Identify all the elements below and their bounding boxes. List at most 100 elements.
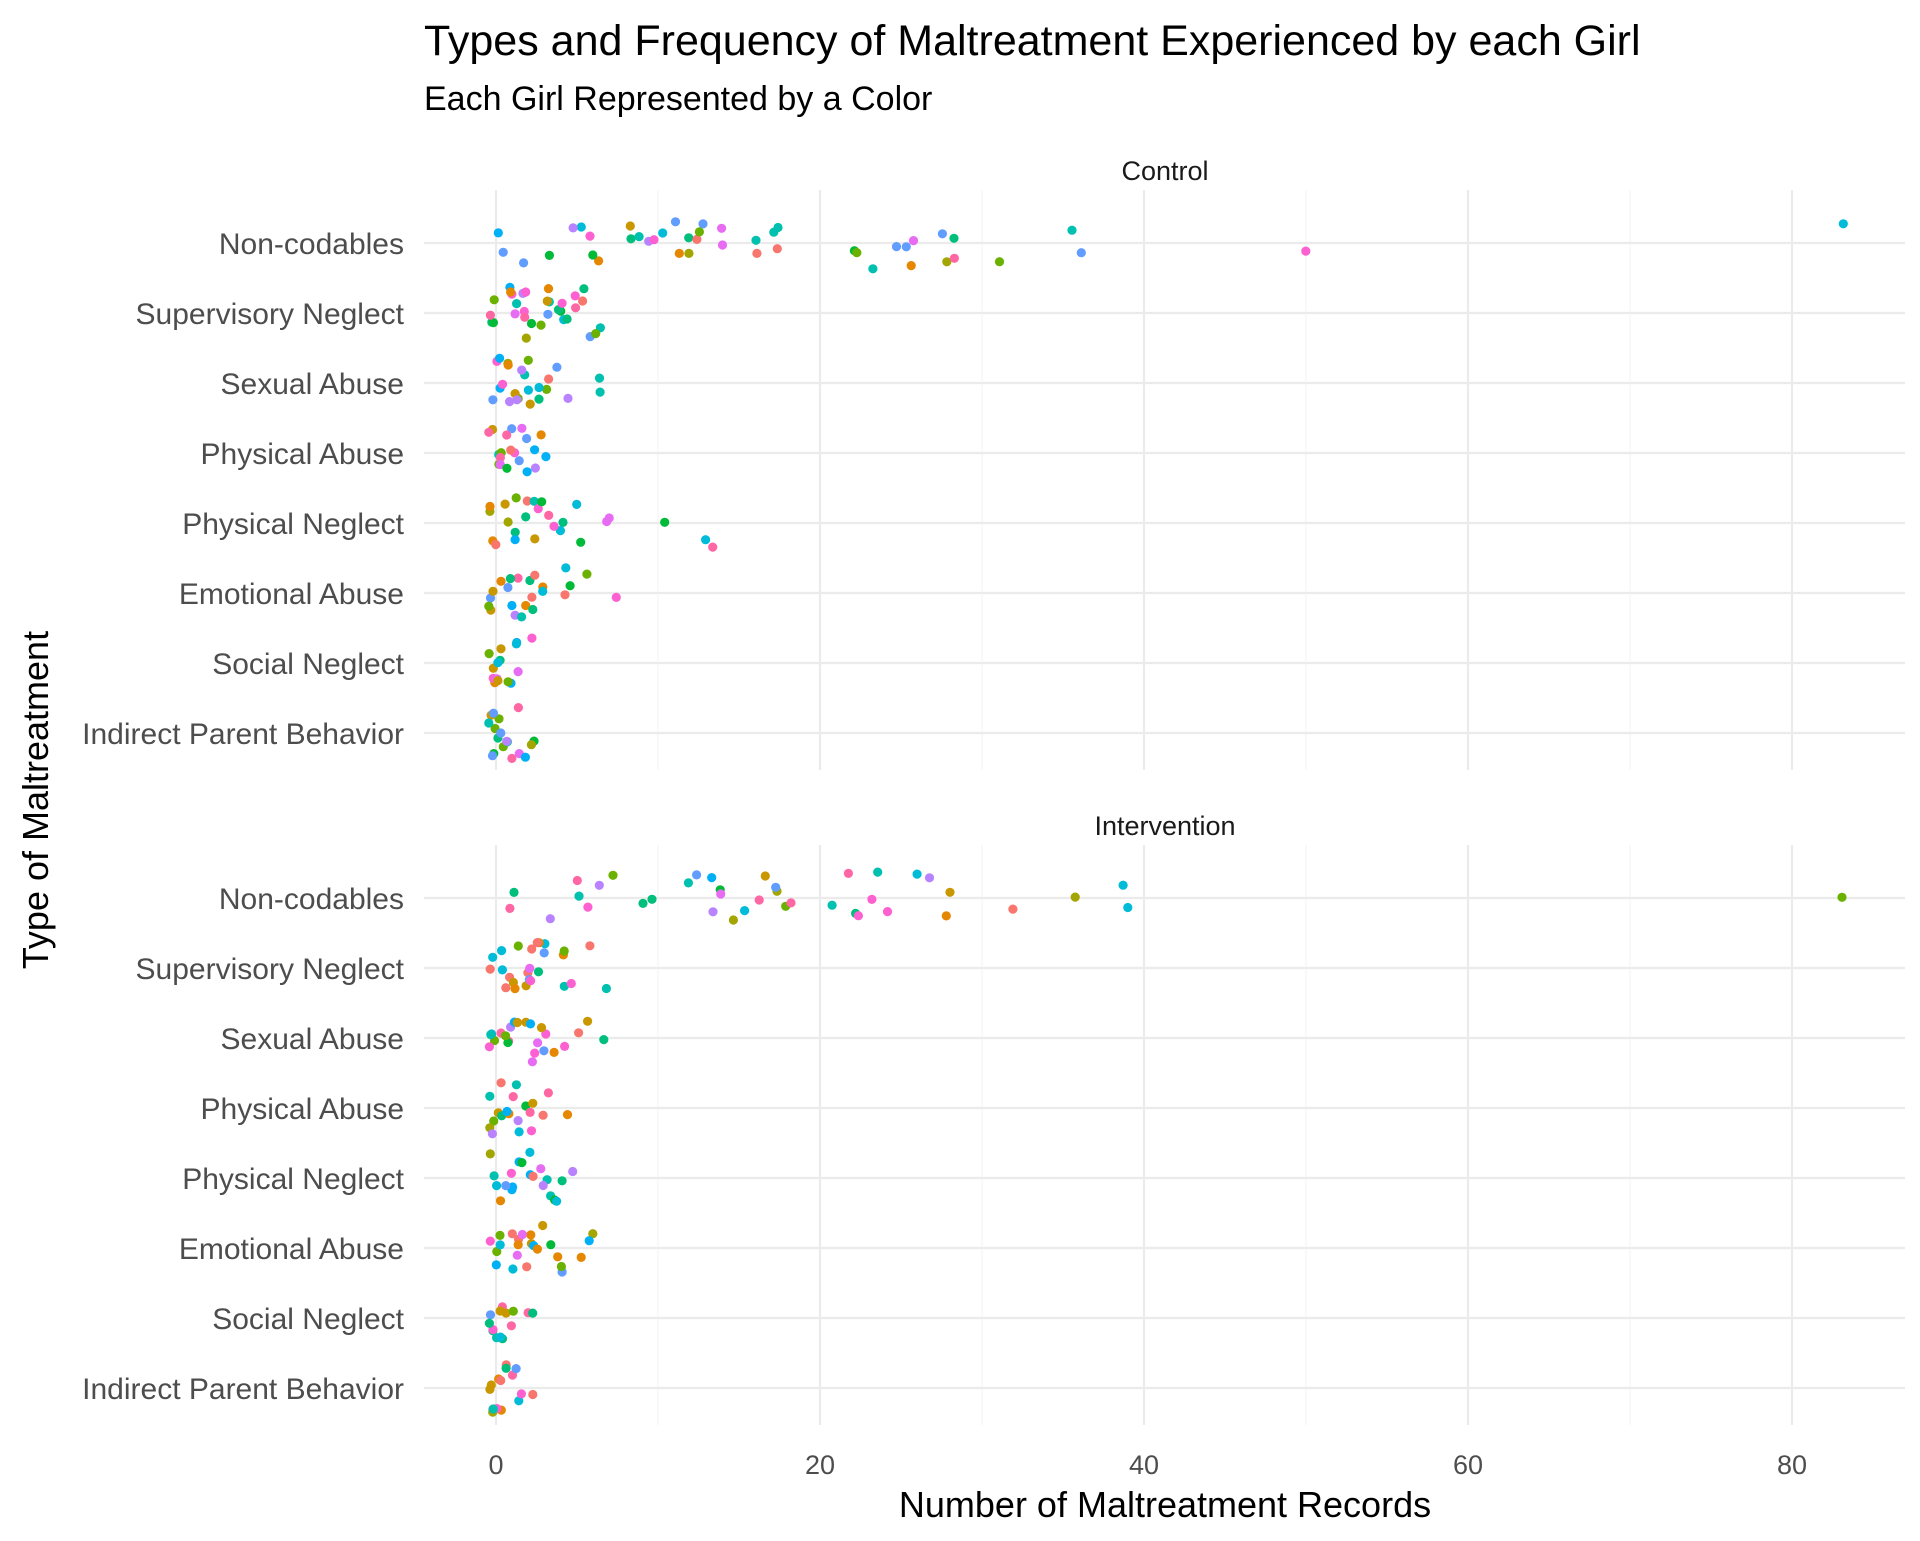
data-point bbox=[493, 228, 503, 238]
data-point bbox=[533, 967, 544, 977]
data-point bbox=[523, 385, 534, 395]
data-point bbox=[582, 569, 592, 579]
data-point bbox=[827, 900, 837, 910]
data-point bbox=[484, 649, 494, 659]
data-point bbox=[512, 1017, 523, 1028]
data-point bbox=[493, 676, 503, 686]
data-point bbox=[489, 1116, 499, 1126]
data-point bbox=[728, 915, 739, 925]
x-tick-label: 20 bbox=[805, 1450, 835, 1480]
data-point bbox=[484, 1318, 494, 1328]
data-point bbox=[994, 257, 1005, 267]
data-point bbox=[487, 1129, 497, 1139]
y-tick-label: Physical Abuse bbox=[201, 438, 404, 471]
data-point bbox=[503, 582, 513, 593]
data-point bbox=[1837, 892, 1847, 902]
data-point bbox=[740, 906, 750, 916]
data-point bbox=[539, 948, 549, 958]
data-point bbox=[882, 907, 893, 917]
data-point bbox=[576, 222, 586, 232]
data-point bbox=[574, 1028, 584, 1038]
data-point bbox=[760, 871, 770, 881]
data-point bbox=[562, 1110, 573, 1120]
data-point bbox=[526, 1230, 536, 1240]
y-tick-label: Physical Abuse bbox=[201, 1093, 404, 1126]
data-point bbox=[716, 889, 726, 899]
data-point bbox=[485, 1236, 495, 1246]
data-point bbox=[945, 887, 955, 897]
data-point bbox=[538, 1220, 548, 1231]
data-point bbox=[507, 600, 517, 611]
data-point bbox=[941, 911, 951, 921]
data-point bbox=[510, 527, 520, 537]
data-point bbox=[525, 399, 535, 409]
data-point bbox=[574, 891, 584, 901]
data-point bbox=[513, 941, 523, 951]
data-point bbox=[500, 499, 510, 509]
data-point bbox=[514, 1396, 524, 1406]
data-point bbox=[752, 248, 762, 258]
data-point bbox=[507, 753, 517, 764]
data-point bbox=[489, 1171, 499, 1181]
data-point bbox=[544, 374, 554, 384]
data-point bbox=[572, 875, 582, 886]
data-point bbox=[485, 1149, 495, 1159]
data-point bbox=[485, 964, 495, 974]
data-point bbox=[549, 1047, 559, 1057]
data-point bbox=[773, 222, 783, 233]
data-point bbox=[485, 1310, 496, 1320]
x-tick-label: 0 bbox=[488, 1450, 503, 1480]
data-point bbox=[660, 517, 670, 527]
data-point bbox=[510, 309, 520, 319]
data-point bbox=[647, 894, 657, 904]
data-point bbox=[901, 242, 911, 252]
data-point bbox=[658, 228, 668, 238]
data-point bbox=[608, 870, 618, 880]
x-axis-ticks: 0 20 40 60 80 bbox=[488, 1450, 1807, 1480]
data-point bbox=[501, 983, 511, 993]
data-point bbox=[561, 563, 571, 573]
data-point bbox=[604, 513, 614, 523]
data-point bbox=[1067, 225, 1077, 235]
data-point bbox=[534, 394, 544, 404]
data-point bbox=[528, 1389, 538, 1400]
data-point bbox=[852, 248, 862, 258]
data-point bbox=[527, 633, 537, 643]
data-point bbox=[489, 295, 499, 305]
data-point bbox=[534, 382, 544, 393]
data-point bbox=[579, 284, 589, 294]
data-point bbox=[562, 314, 572, 324]
data-point bbox=[495, 1240, 505, 1250]
data-point bbox=[528, 604, 538, 615]
data-point bbox=[507, 1229, 517, 1239]
data-point bbox=[912, 869, 922, 879]
data-point bbox=[521, 333, 531, 343]
data-point bbox=[514, 1127, 524, 1137]
data-point bbox=[502, 430, 512, 440]
data-point bbox=[1076, 248, 1086, 258]
data-point bbox=[503, 677, 513, 687]
y-tick-label: Physical Neglect bbox=[182, 1163, 404, 1196]
chart-title: Types and Frequency of Maltreatment Expe… bbox=[424, 17, 1641, 65]
data-point bbox=[496, 728, 506, 738]
data-point bbox=[502, 463, 512, 473]
data-point bbox=[552, 1196, 562, 1206]
data-point bbox=[546, 1240, 556, 1250]
data-point bbox=[486, 1030, 496, 1040]
data-point bbox=[485, 1091, 495, 1101]
data-point bbox=[530, 534, 540, 544]
data-point bbox=[502, 1106, 512, 1117]
data-point bbox=[488, 395, 498, 405]
data-point bbox=[511, 1080, 521, 1090]
data-point bbox=[493, 658, 503, 668]
data-point bbox=[525, 1107, 535, 1117]
data-point bbox=[488, 318, 498, 328]
data-point bbox=[506, 445, 516, 455]
data-point bbox=[529, 496, 539, 506]
data-point bbox=[558, 517, 568, 528]
data-point bbox=[485, 501, 495, 511]
data-point bbox=[543, 284, 554, 294]
data-point bbox=[1123, 902, 1133, 913]
data-point bbox=[599, 1035, 609, 1045]
data-point bbox=[1118, 880, 1128, 890]
